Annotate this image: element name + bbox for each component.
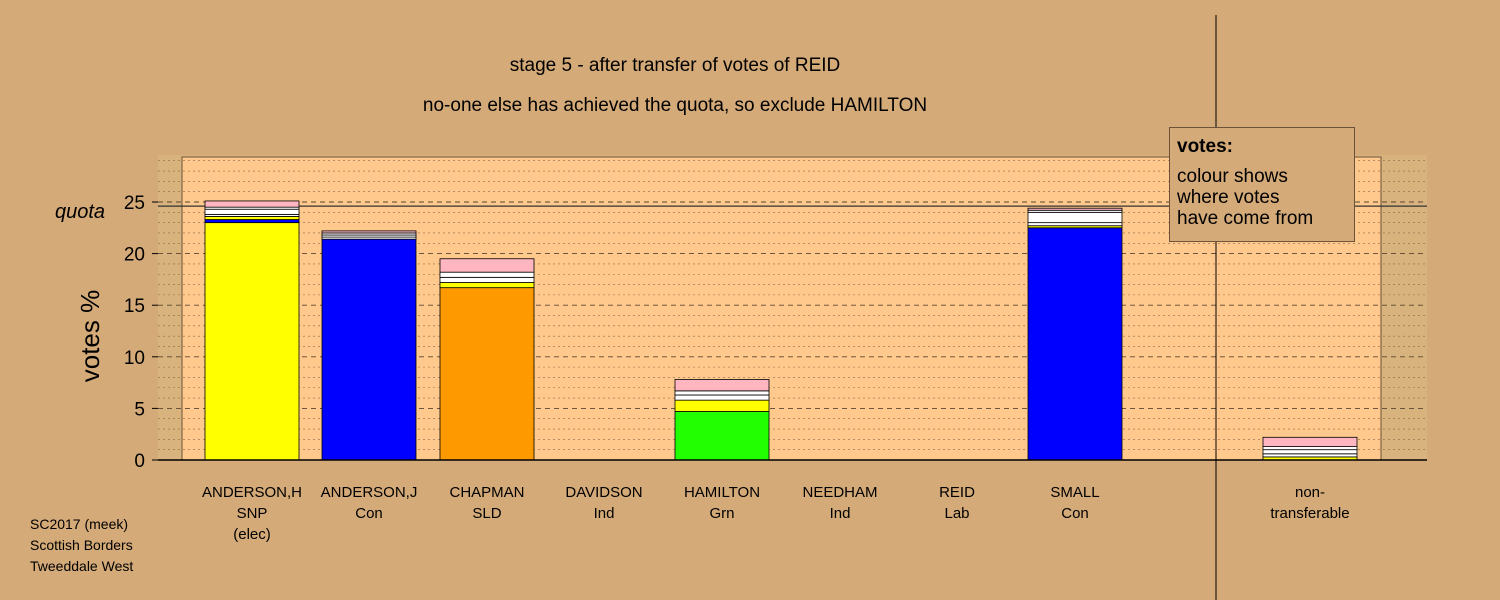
bar-segment	[1027, 227, 1123, 461]
bar-segment	[439, 276, 535, 283]
bar-segment	[439, 287, 535, 461]
x-tick-label: Lab	[944, 505, 969, 522]
footer-council: Scottish Borders	[30, 537, 133, 553]
legend-box: votes: colour shows where votes have com…	[1169, 127, 1355, 242]
bar-segment	[321, 238, 417, 461]
y-tick-label: 20	[124, 245, 145, 266]
y-tick-label: 15	[124, 296, 145, 317]
x-tick-label: Ind	[594, 505, 615, 522]
footer-election: SC2017 (meek)	[30, 516, 129, 532]
legend-text: colour shows where votes have come from	[1177, 166, 1314, 229]
x-tick-label: ANDERSON,J	[321, 484, 418, 501]
bar-segment	[204, 200, 300, 208]
quota-label: quota	[55, 201, 105, 223]
x-tick-label: non-	[1295, 484, 1325, 501]
y-tick-label: 5	[134, 399, 145, 420]
chart-title: stage 5 - after transfer of votes of REI…	[510, 55, 841, 76]
x-axis-labels: ANDERSON,H SNP (elec) ANDERSON,J Con CHAPMAN S…	[202, 484, 1350, 543]
bar-segment	[1027, 211, 1123, 224]
legend-title: votes:	[1177, 136, 1233, 157]
y-tick-label: 10	[124, 348, 145, 369]
x-tick-label: (elec)	[233, 526, 271, 543]
bar-segment	[674, 394, 770, 401]
bar-segment	[1262, 449, 1358, 455]
y-axis-label: votes %	[75, 290, 105, 383]
bar-segment	[439, 282, 535, 289]
footer-ward: Tweeddale West	[30, 558, 134, 574]
bar-segment	[674, 379, 770, 392]
x-tick-label: Con	[355, 505, 383, 522]
y-tick-label: 0	[134, 451, 145, 472]
x-tick-label: Con	[1061, 505, 1089, 522]
x-tick-label: transferable	[1270, 505, 1349, 522]
x-tick-label: DAVIDSON	[565, 484, 642, 501]
bar-segment	[674, 411, 770, 461]
chart-subtitle: no-one else has achieved the quota, so e…	[423, 95, 927, 116]
bar-segment	[439, 258, 535, 273]
footer-info: SC2017 (meek) Scottish Borders Tweeddale…	[30, 514, 133, 577]
x-tick-label: HAMILTON	[684, 484, 760, 501]
bar-segment	[204, 208, 300, 215]
bar-segment	[1262, 446, 1358, 451]
y-tick-label: 25	[124, 193, 145, 214]
x-tick-label: Grn	[709, 505, 734, 522]
bar-segment	[674, 390, 770, 396]
x-tick-label: SMALL	[1050, 484, 1099, 501]
x-tick-label: SNP	[237, 505, 268, 522]
bar-segment	[674, 399, 770, 412]
x-tick-label: REID	[939, 484, 975, 501]
x-tick-label: NEEDHAM	[802, 484, 877, 501]
bar-segment	[204, 222, 300, 461]
bar-segment	[1262, 453, 1358, 458]
bar-segment	[1027, 222, 1123, 227]
x-tick-label: CHAPMAN	[449, 484, 524, 501]
bar-segment	[1262, 436, 1358, 447]
bar-segment	[204, 219, 300, 224]
bars	[204, 200, 1358, 461]
y-axis-ticks: 0 5 10 15 20 25	[124, 193, 158, 472]
bar-segment	[204, 216, 300, 220]
bar-segment	[439, 271, 535, 278]
x-tick-label: SLD	[472, 505, 501, 522]
bar-segment	[1027, 207, 1123, 211]
x-tick-label: Ind	[830, 505, 851, 522]
bar-segment	[321, 230, 417, 234]
x-tick-label: ANDERSON,H	[202, 484, 302, 501]
